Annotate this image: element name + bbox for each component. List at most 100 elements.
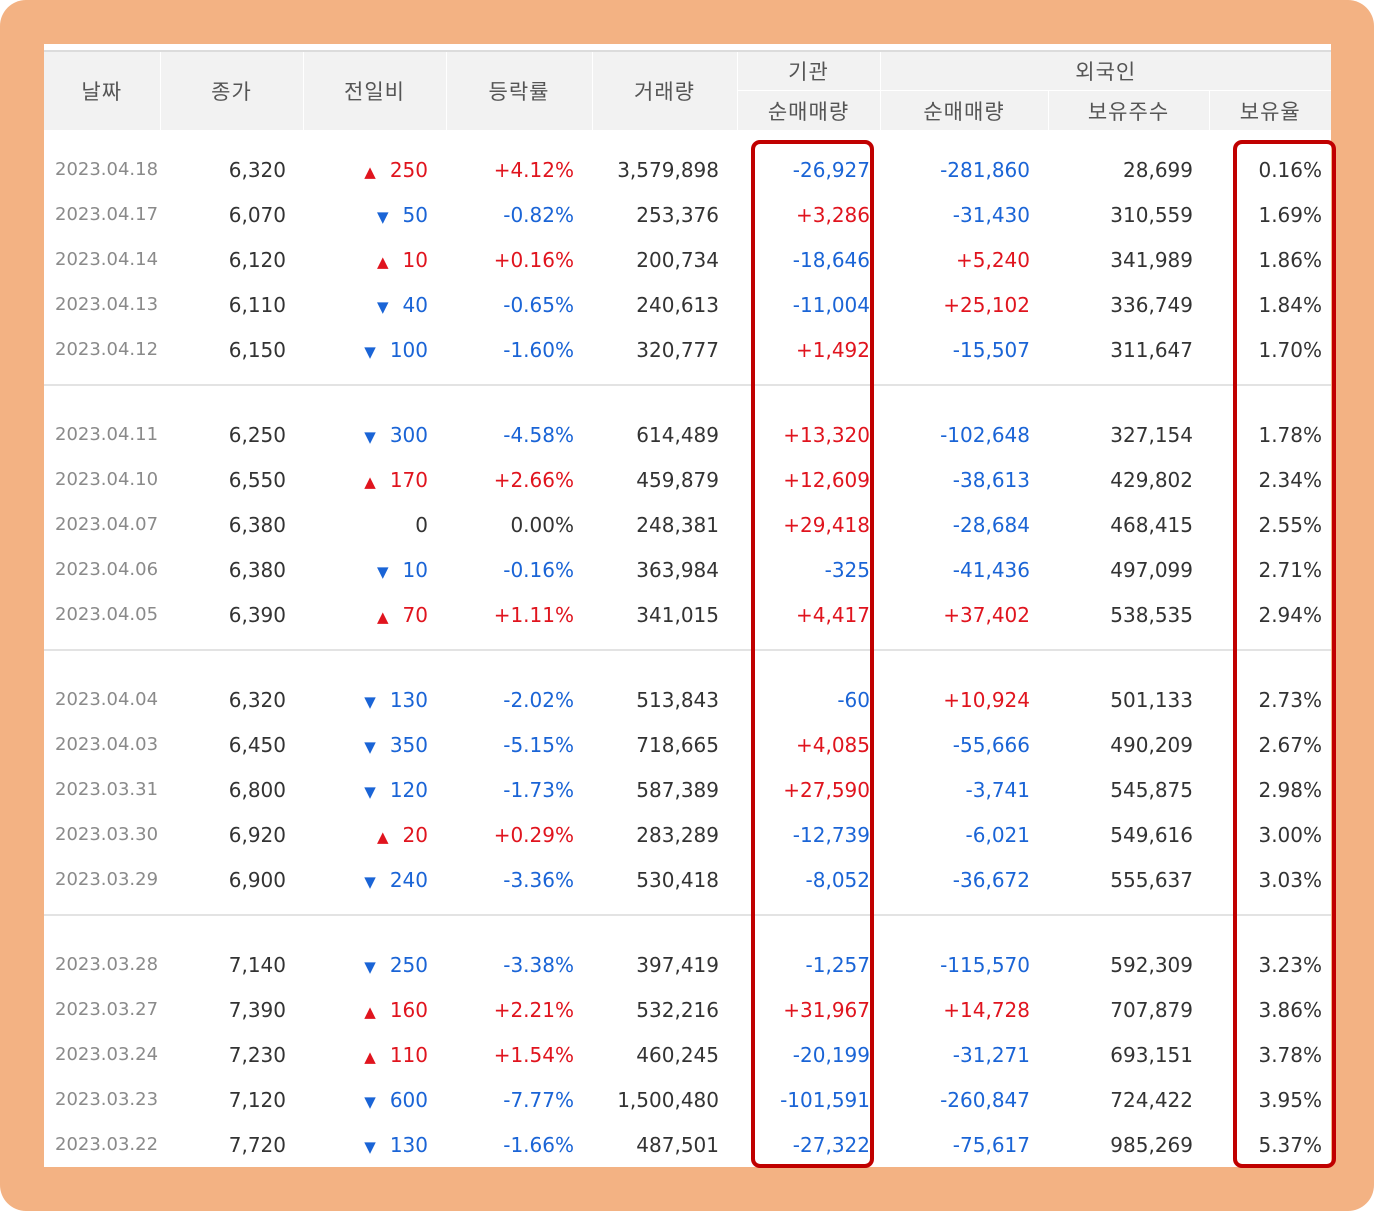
diff-cell: ▼ 350 [303, 722, 446, 767]
institution-net-cell: -26,927 [792, 157, 870, 182]
foreign-net-cell: +25,102 [943, 292, 1030, 317]
institution-net-cell: +4,085 [795, 732, 870, 757]
rate-cell: -7.77% [503, 1087, 574, 1112]
diff-value: 170 [389, 467, 428, 492]
down-arrow-icon: ▼ [364, 342, 376, 361]
table-row[interactable]: 2023.04.17 6,070 ▼ 50 -0.82% 253,376 +3,286 -31… [44, 192, 1331, 237]
diff-value: 240 [389, 867, 428, 892]
table-row[interactable]: 2023.03.28 7,140 ▼ 250 -3.38% 397,419 -1,257 -1… [44, 942, 1331, 987]
table-row[interactable]: 2023.04.07 6,380 0 0.00% 248,381 +29,418 -28,6… [44, 502, 1331, 547]
table-row[interactable]: 2023.03.22 7,720 ▼ 130 -1.66% 487,501 -27,322 -… [44, 1122, 1331, 1167]
institution-net-cell: +4,417 [795, 602, 870, 627]
volume-cell: 283,289 [636, 822, 719, 847]
up-arrow-icon: ▲ [364, 162, 376, 181]
diff-value: 100 [389, 337, 428, 362]
down-arrow-icon: ▼ [364, 692, 376, 711]
volume-cell: 487,501 [636, 1132, 719, 1157]
rate-cell: -2.02% [503, 687, 574, 712]
rate-cell: -4.58% [503, 422, 574, 447]
rate-cell: +2.21% [493, 997, 574, 1022]
up-arrow-icon: ▲ [364, 472, 376, 491]
foreign-ratio-cell: 3.78% [1258, 1042, 1323, 1067]
institution-net-cell: -325 [824, 557, 870, 582]
foreign-ratio-cell: 3.23% [1258, 952, 1323, 977]
down-arrow-icon: ▼ [377, 562, 389, 581]
diff-value: 250 [389, 157, 428, 182]
header-rate[interactable]: 등락률 [446, 51, 593, 131]
table-row[interactable]: 2023.04.04 6,320 ▼ 130 -2.02% 513,843 -60 +10,9… [44, 677, 1331, 722]
foreign-holdings-cell: 468,415 [1110, 512, 1193, 537]
divider-cell [44, 637, 1331, 651]
table-row[interactable]: 2023.04.12 6,150 ▼ 100 -1.60% 320,777 +1,492 -1… [44, 327, 1331, 372]
foreign-holdings-cell: 327,154 [1110, 422, 1193, 447]
rate-cell: +0.29% [493, 822, 574, 847]
table-row[interactable]: 2023.03.31 6,800 ▼ 120 -1.73% 587,389 +27,590 -… [44, 767, 1331, 812]
institution-net-cell: -8,052 [805, 867, 870, 892]
close-price-cell: 6,380 [228, 512, 286, 537]
table-row[interactable]: 2023.04.06 6,380 ▼ 10 -0.16% 363,984 -325 -41,4… [44, 547, 1331, 592]
up-arrow-icon: ▲ [377, 252, 389, 271]
spacer-cell [44, 131, 1331, 148]
table-header: 날짜 종가 전일비 등락률 거래량 기관 외국인 순매매량 순매매량 보유주수 … [44, 51, 1331, 131]
table-row[interactable]: 2023.04.14 6,120 ▲ 10 +0.16% 200,734 -18,646 +5… [44, 237, 1331, 282]
header-foreign: 외국인 [880, 51, 1331, 91]
up-arrow-icon: ▲ [364, 1002, 376, 1021]
close-price-cell: 6,900 [228, 867, 286, 892]
header-institution: 기관 [737, 51, 881, 91]
foreign-holdings-cell: 985,269 [1110, 1132, 1193, 1157]
date-cell: 2023.04.05 [55, 604, 159, 625]
header-foreign-net[interactable]: 순매매량 [880, 90, 1049, 131]
down-arrow-icon: ▼ [364, 872, 376, 891]
diff-value: 0 [415, 512, 428, 537]
volume-cell: 530,418 [636, 867, 719, 892]
volume-cell: 460,245 [636, 1042, 719, 1067]
foreign-holdings-cell: 707,879 [1110, 997, 1193, 1022]
close-price-cell: 7,720 [228, 1132, 286, 1157]
date-cell: 2023.04.14 [55, 249, 159, 270]
header-close[interactable]: 종가 [160, 51, 304, 131]
close-price-cell: 6,320 [228, 687, 286, 712]
foreign-ratio-cell: 1.70% [1258, 337, 1323, 362]
table-row[interactable]: 2023.04.11 6,250 ▼ 300 -4.58% 614,489 +13,320 -… [44, 412, 1331, 457]
group-spacer [44, 385, 1331, 412]
rate-cell: -5.15% [503, 732, 574, 757]
institution-net-cell: +27,590 [783, 777, 870, 802]
foreign-holdings-cell: 429,802 [1110, 467, 1193, 492]
foreign-ratio-cell: 2.98% [1258, 777, 1323, 802]
volume-cell: 718,665 [636, 732, 719, 757]
close-price-cell: 6,150 [228, 337, 286, 362]
table-row[interactable]: 2023.04.13 6,110 ▼ 40 -0.65% 240,613 -11,004 +2… [44, 282, 1331, 327]
header-foreign-ratio[interactable]: 보유율 [1209, 90, 1331, 131]
header-date[interactable]: 날짜 [44, 51, 161, 131]
diff-cell: ▲ 250 [303, 147, 446, 192]
table-row[interactable]: 2023.03.30 6,920 ▲ 20 +0.29% 283,289 -12,739 -6… [44, 812, 1331, 857]
foreign-net-cell: +5,240 [955, 247, 1030, 272]
volume-cell: 248,381 [636, 512, 719, 537]
table-row[interactable]: 2023.04.03 6,450 ▼ 350 -5.15% 718,665 +4,085 -5… [44, 722, 1331, 767]
diff-value: 10 [402, 247, 428, 272]
up-arrow-icon: ▲ [364, 1047, 376, 1066]
header-institution-net[interactable]: 순매매량 [737, 90, 881, 131]
institution-net-cell: -11,004 [792, 292, 870, 317]
table-row[interactable]: 2023.04.05 6,390 ▲ 70 +1.11% 341,015 +4,417 +37… [44, 592, 1331, 637]
table-row[interactable]: 2023.03.29 6,900 ▼ 240 -3.36% 530,418 -8,052 -3… [44, 857, 1331, 902]
rate-cell: -1.73% [503, 777, 574, 802]
table-row[interactable]: 2023.04.10 6,550 ▲ 170 +2.66% 459,879 +12,609 -… [44, 457, 1331, 502]
rate-cell: -3.36% [503, 867, 574, 892]
foreign-net-cell: -75,617 [952, 1132, 1030, 1157]
institution-net-cell: -27,322 [792, 1132, 870, 1157]
date-cell: 2023.04.03 [55, 734, 159, 755]
table-row[interactable]: 2023.03.27 7,390 ▲ 160 +2.21% 532,216 +31,967 +… [44, 987, 1331, 1032]
table-row[interactable]: 2023.03.24 7,230 ▲ 110 +1.54% 460,245 -20,199 -… [44, 1032, 1331, 1077]
header-foreign-holdings[interactable]: 보유주수 [1048, 90, 1210, 131]
foreign-ratio-cell: 2.55% [1258, 512, 1323, 537]
table-row[interactable]: 2023.03.23 7,120 ▼ 600 -7.77% 1,500,480 -101,5… [44, 1077, 1331, 1122]
down-arrow-icon: ▼ [364, 427, 376, 446]
diff-value: 300 [389, 422, 428, 447]
header-diff[interactable]: 전일비 [303, 51, 447, 131]
table-row[interactable]: 2023.04.18 6,320 ▲ 250 +4.12% 3,579,898 -26,92… [44, 147, 1331, 192]
foreign-ratio-cell: 2.73% [1258, 687, 1323, 712]
header-volume[interactable]: 거래량 [592, 51, 738, 131]
institution-net-cell: -101,591 [780, 1087, 870, 1112]
foreign-ratio-cell: 2.34% [1258, 467, 1323, 492]
